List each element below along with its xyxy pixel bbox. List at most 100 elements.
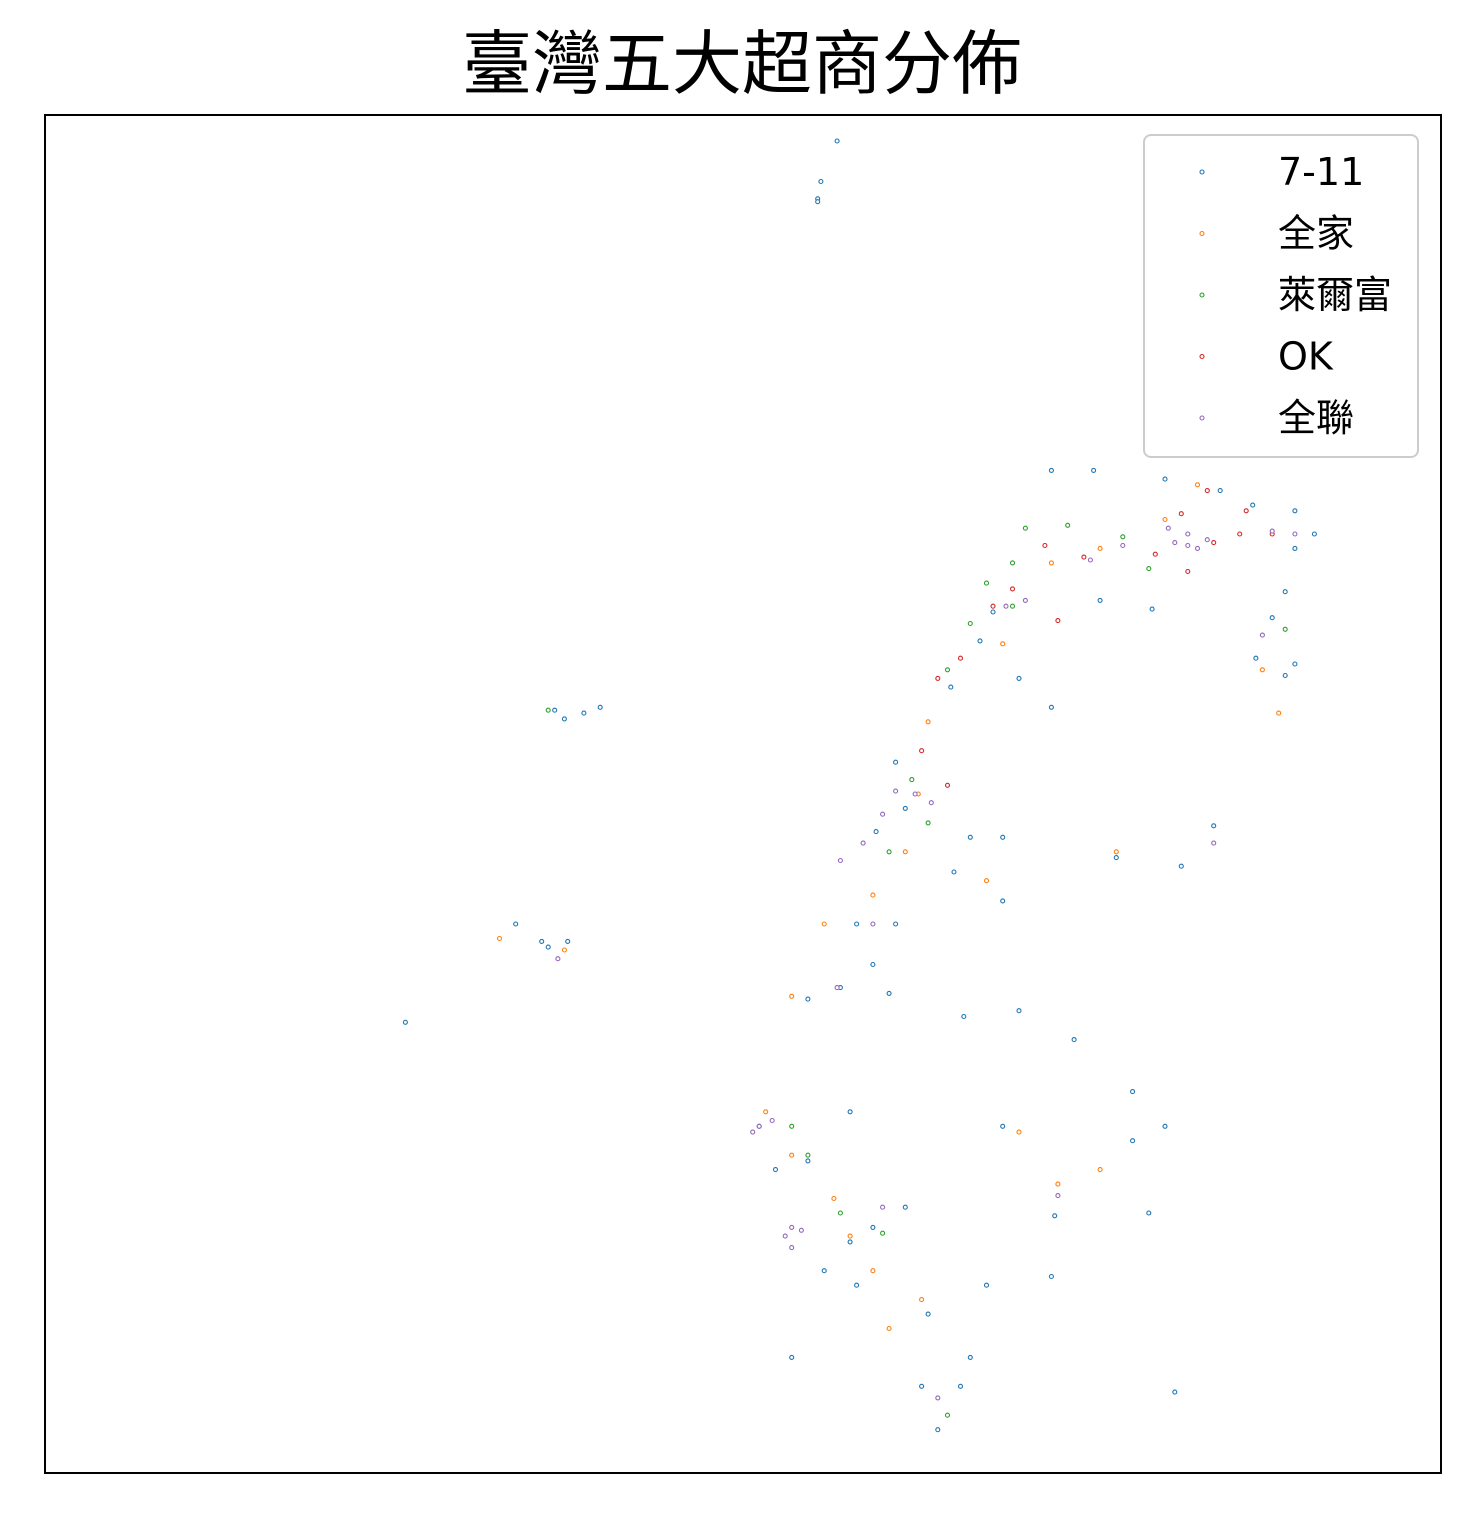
data-point-series-0-65 [1146, 1210, 1152, 1216]
data-point-series-2-6 [967, 620, 973, 627]
data-point-series-0-12 [402, 1019, 408, 1025]
data-point-series-4-2 [1194, 545, 1201, 551]
data-point-series-2-4 [1120, 534, 1126, 540]
data-point-series-1-0 [1194, 482, 1201, 488]
data-point-series-3-11 [1055, 618, 1061, 624]
data-point-series-0-43 [893, 921, 899, 927]
data-point-series-0-19 [1311, 531, 1317, 537]
data-point-series-0-28 [990, 609, 996, 615]
data-point-series-0-59 [847, 1239, 853, 1245]
data-point-series-4-12 [912, 791, 918, 797]
data-point-series-2-17 [944, 1412, 951, 1418]
legend-label-3: OK [1278, 335, 1334, 379]
data-point-series-0-52 [1000, 1123, 1006, 1129]
data-point-series-0-24 [1292, 661, 1298, 667]
data-point-series-0-58 [902, 1204, 908, 1210]
chart-title: 臺灣五大超商分佈 [462, 23, 1022, 105]
data-point-series-0-75 [854, 921, 860, 927]
data-point-series-4-14 [928, 800, 934, 806]
data-point-series-1-24 [1113, 849, 1119, 855]
data-point-series-0-17 [1250, 502, 1256, 508]
data-point-series-1-14 [789, 1152, 795, 1158]
data-point-series-0-50 [1130, 1089, 1136, 1095]
data-point-series-0-62 [925, 1311, 931, 1317]
data-point-series-0-31 [1016, 675, 1022, 681]
data-point-series-2-2 [1009, 560, 1016, 566]
data-point-series-0-30 [948, 684, 954, 690]
data-point-series-1-21 [561, 947, 567, 953]
data-point-series-0-33 [893, 759, 899, 765]
data-point-series-4-29 [1055, 1193, 1061, 1199]
data-point-series-4-13 [893, 788, 899, 794]
data-point-series-0-55 [772, 1167, 779, 1173]
data-point-series-0-45 [805, 996, 811, 1002]
data-point-series-0-61 [821, 1268, 827, 1274]
data-point-series-1-20 [1016, 1129, 1022, 1135]
data-point-series-0-5 [581, 710, 587, 716]
data-point-series-0-44 [870, 961, 876, 968]
data-point-series-4-5 [1120, 542, 1126, 549]
data-point-series-4-24 [782, 1233, 788, 1239]
data-point-series-0-41 [1000, 898, 1006, 904]
data-point-series-0-37 [1000, 834, 1006, 840]
data-point-series-0-23 [1253, 655, 1259, 661]
data-point-series-3-13 [935, 675, 941, 681]
data-point-series-4-6 [1087, 557, 1093, 563]
data-point-series-2-0 [1022, 525, 1028, 531]
data-point-series-0-18 [1292, 508, 1298, 514]
data-point-series-0-1 [818, 178, 824, 185]
data-point-series-1-9 [902, 849, 908, 855]
data-point-series-2-11 [805, 1152, 811, 1158]
data-point-series-1-19 [1097, 1167, 1103, 1173]
data-point-series-1-5 [1276, 710, 1282, 716]
data-point-series-4-18 [870, 921, 876, 927]
data-point-series-2-10 [789, 1123, 795, 1129]
data-point-series-0-66 [1130, 1138, 1136, 1144]
data-point-series-0-74 [1016, 1008, 1022, 1014]
data-point-series-0-29 [977, 638, 983, 644]
data-point-series-0-16 [1217, 488, 1223, 494]
data-point-series-2-15 [1009, 603, 1016, 609]
data-point-series-0-60 [854, 1282, 860, 1288]
data-point-series-4-20 [756, 1123, 762, 1129]
data-point-series-0-73 [967, 1354, 973, 1360]
data-point-series-2-18 [886, 849, 892, 855]
data-point-series-4-31 [935, 1395, 941, 1401]
legend-label-0: 7-11 [1278, 150, 1364, 194]
data-point-series-0-57 [870, 1224, 876, 1230]
data-point-series-0-48 [961, 1013, 967, 1020]
data-point-series-4-28 [1211, 840, 1217, 846]
data-point-series-4-19 [834, 985, 840, 991]
data-point-series-4-1 [1172, 540, 1178, 546]
data-point-series-0-42 [951, 869, 957, 875]
data-point-series-4-27 [880, 1204, 886, 1210]
data-point-series-0-14 [1091, 467, 1097, 473]
data-point-series-0-56 [805, 1158, 811, 1164]
data-point-series-1-6 [1000, 641, 1006, 647]
data-point-series-3-9 [1009, 586, 1016, 592]
data-point-series-3-1 [1178, 511, 1184, 517]
data-point-series-1-15 [847, 1233, 853, 1239]
data-point-series-0-35 [873, 829, 879, 835]
data-point-series-3-5 [1152, 551, 1158, 557]
data-point-series-3-14 [919, 748, 925, 754]
data-point-series-0-40 [1113, 855, 1119, 861]
legend-marker-0 [1199, 169, 1205, 175]
data-point-series-1-13 [763, 1109, 769, 1115]
data-point-series-1-3 [1048, 560, 1054, 566]
legend-marker-1 [1199, 230, 1205, 237]
data-point-series-0-25 [1282, 672, 1288, 679]
data-point-series-0-70 [789, 1354, 795, 1360]
data-point-series-1-26 [886, 1325, 892, 1332]
data-point-series-4-8 [1003, 603, 1009, 609]
data-point-series-0-13 [1048, 467, 1054, 473]
data-point-series-0-4 [597, 704, 603, 710]
data-point-series-4-4 [1204, 537, 1210, 543]
data-point-series-4-17 [837, 857, 843, 864]
data-point-series-3-0 [1204, 488, 1210, 494]
data-point-series-2-7 [944, 667, 951, 673]
data-point-series-4-10 [1292, 531, 1298, 537]
data-point-series-4-32 [1185, 542, 1191, 549]
